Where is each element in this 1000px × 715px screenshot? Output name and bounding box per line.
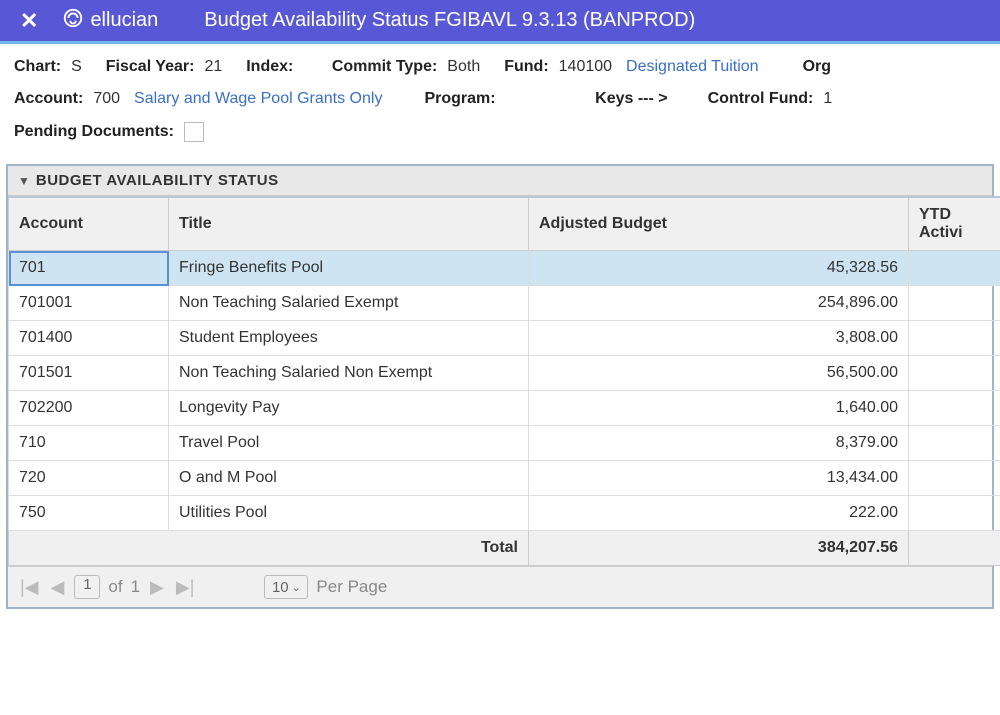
program-label: Program: bbox=[424, 90, 495, 108]
orgn-label: Org bbox=[803, 58, 831, 76]
fund-description-link[interactable]: Designated Tuition bbox=[626, 58, 759, 76]
pending-documents-checkbox[interactable] bbox=[184, 122, 204, 142]
fund-value[interactable]: 140100 bbox=[559, 58, 612, 76]
budget-status-section: ▼ BUDGET AVAILABILITY STATUS Account Tit… bbox=[6, 164, 994, 609]
account-description-link[interactable]: Salary and Wage Pool Grants Only bbox=[134, 90, 382, 108]
cell-ytd[interactable] bbox=[909, 461, 1000, 496]
fiscal-year-value[interactable]: 21 bbox=[204, 58, 222, 76]
prev-page-icon[interactable]: ◀ bbox=[49, 577, 67, 598]
cell-title[interactable]: Fringe Benefits Pool bbox=[169, 251, 529, 286]
cell-account[interactable]: 701400 bbox=[9, 321, 169, 356]
total-pages: 1 bbox=[131, 577, 140, 597]
cell-title[interactable]: Student Employees bbox=[169, 321, 529, 356]
table-row[interactable]: 702200Longevity Pay1,640.00 bbox=[9, 391, 1000, 426]
cell-title[interactable]: Longevity Pay bbox=[169, 391, 529, 426]
table-header-row: Account Title Adjusted Budget YTD Activi bbox=[9, 197, 1000, 251]
brand-name: ellucian bbox=[90, 9, 158, 32]
cell-ytd[interactable] bbox=[909, 356, 1000, 391]
cell-account[interactable]: 702200 bbox=[9, 391, 169, 426]
cell-adjusted-budget[interactable]: 8,379.00 bbox=[529, 426, 909, 461]
col-header-account[interactable]: Account bbox=[9, 197, 169, 251]
per-page-label: Per Page bbox=[316, 577, 387, 597]
fund-label: Fund: bbox=[504, 58, 548, 76]
of-label: of bbox=[108, 577, 122, 597]
index-label: Index: bbox=[246, 58, 293, 76]
account-value[interactable]: 700 bbox=[93, 90, 120, 108]
cell-ytd[interactable] bbox=[909, 426, 1000, 461]
next-page-icon[interactable]: ▶ bbox=[148, 577, 166, 598]
section-header[interactable]: ▼ BUDGET AVAILABILITY STATUS bbox=[8, 166, 992, 196]
program-value[interactable] bbox=[506, 90, 542, 108]
cell-title[interactable]: Non Teaching Salaried Exempt bbox=[169, 286, 529, 321]
page-number-input[interactable]: 1 bbox=[74, 575, 100, 599]
cell-ytd[interactable] bbox=[909, 321, 1000, 356]
col-header-title[interactable]: Title bbox=[169, 197, 529, 251]
table-total-row: Total 384,207.56 bbox=[9, 531, 1000, 566]
control-fund-label: Control Fund: bbox=[708, 90, 814, 108]
keys-label: Keys --- > bbox=[595, 90, 667, 108]
cell-title[interactable]: Utilities Pool bbox=[169, 496, 529, 531]
col-header-ytd[interactable]: YTD Activi bbox=[909, 197, 1000, 251]
table-row[interactable]: 701501Non Teaching Salaried Non Exempt56… bbox=[9, 356, 1000, 391]
last-page-icon[interactable]: ▶| bbox=[174, 577, 197, 598]
cell-adjusted-budget[interactable]: 56,500.00 bbox=[529, 356, 909, 391]
col-header-adjusted-budget[interactable]: Adjusted Budget bbox=[529, 197, 909, 251]
total-ytd bbox=[909, 531, 1000, 566]
table-row[interactable]: 701Fringe Benefits Pool45,328.56 bbox=[9, 251, 1000, 286]
cell-account[interactable]: 701501 bbox=[9, 356, 169, 391]
first-page-icon[interactable]: |◀ bbox=[18, 577, 41, 598]
pager: |◀ ◀ 1 of 1 ▶ ▶| 10⌄ Per Page bbox=[8, 566, 992, 607]
cell-account[interactable]: 720 bbox=[9, 461, 169, 496]
table-row[interactable]: 720O and M Pool13,434.00 bbox=[9, 461, 1000, 496]
budget-table: Account Title Adjusted Budget YTD Activi… bbox=[8, 196, 1000, 566]
cell-account[interactable]: 701001 bbox=[9, 286, 169, 321]
cell-title[interactable]: Travel Pool bbox=[169, 426, 529, 461]
close-icon[interactable]: ✕ bbox=[12, 8, 46, 34]
title-bar: ✕ ellucian Budget Availability Status FG… bbox=[0, 0, 1000, 44]
total-adjusted-budget: 384,207.56 bbox=[529, 531, 909, 566]
table-row[interactable]: 710Travel Pool8,379.00 bbox=[9, 426, 1000, 461]
cell-account[interactable]: 710 bbox=[9, 426, 169, 461]
page-title: Budget Availability Status FGIBAVL 9.3.1… bbox=[204, 9, 695, 32]
cell-account[interactable]: 701 bbox=[9, 251, 169, 286]
cell-adjusted-budget[interactable]: 45,328.56 bbox=[529, 251, 909, 286]
table-row[interactable]: 701001Non Teaching Salaried Exempt254,89… bbox=[9, 286, 1000, 321]
control-fund-value[interactable]: 1 bbox=[823, 90, 832, 108]
cell-adjusted-budget[interactable]: 1,640.00 bbox=[529, 391, 909, 426]
cell-title[interactable]: O and M Pool bbox=[169, 461, 529, 496]
cell-title[interactable]: Non Teaching Salaried Non Exempt bbox=[169, 356, 529, 391]
section-title: BUDGET AVAILABILITY STATUS bbox=[36, 172, 279, 189]
cell-ytd[interactable] bbox=[909, 391, 1000, 426]
chart-value[interactable]: S bbox=[71, 58, 82, 76]
cell-ytd[interactable] bbox=[909, 286, 1000, 321]
cell-adjusted-budget[interactable]: 13,434.00 bbox=[529, 461, 909, 496]
index-value[interactable] bbox=[303, 58, 307, 76]
ellucian-logo-icon bbox=[62, 7, 84, 35]
cell-ytd[interactable] bbox=[909, 251, 1000, 286]
cell-adjusted-budget[interactable]: 222.00 bbox=[529, 496, 909, 531]
pending-documents-label: Pending Documents: bbox=[14, 123, 174, 141]
key-block: Chart: S Fiscal Year: 21 Index: Commit T… bbox=[0, 44, 1000, 164]
cell-adjusted-budget[interactable]: 254,896.00 bbox=[529, 286, 909, 321]
cell-account[interactable]: 750 bbox=[9, 496, 169, 531]
cell-adjusted-budget[interactable]: 3,808.00 bbox=[529, 321, 909, 356]
account-label: Account: bbox=[14, 90, 83, 108]
cell-ytd[interactable] bbox=[909, 496, 1000, 531]
commit-type-label: Commit Type: bbox=[332, 58, 437, 76]
total-label: Total bbox=[9, 531, 529, 566]
brand: ellucian bbox=[62, 7, 158, 35]
chart-label: Chart: bbox=[14, 58, 61, 76]
chevron-down-icon: ⌄ bbox=[292, 581, 301, 594]
commit-type-value[interactable]: Both bbox=[447, 58, 480, 76]
per-page-select[interactable]: 10⌄ bbox=[264, 575, 308, 599]
collapse-caret-icon[interactable]: ▼ bbox=[18, 174, 30, 188]
table-row[interactable]: 701400Student Employees3,808.00 bbox=[9, 321, 1000, 356]
fiscal-year-label: Fiscal Year: bbox=[106, 58, 195, 76]
table-row[interactable]: 750Utilities Pool222.00 bbox=[9, 496, 1000, 531]
